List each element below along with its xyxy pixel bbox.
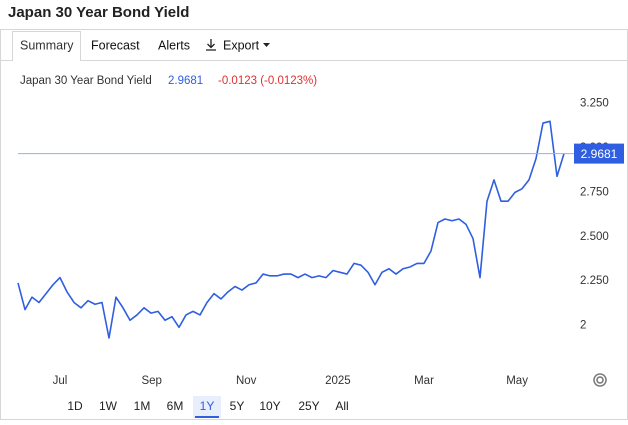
last-price-badge [574,143,624,164]
quote-price: 2.9681 [168,75,203,87]
y-tick-label: 3.250 [580,98,609,110]
y-tick-label: 2 [580,320,586,332]
quote-change: -0.0123 (-0.0123%) [218,75,317,87]
tab[interactable]: Alerts [158,38,190,52]
tab[interactable]: Summary [20,38,74,52]
x-tick-label: Sep [141,375,161,387]
last-price-label: 2.9681 [581,147,618,161]
range-button[interactable]: 1Y [200,399,215,413]
range-button[interactable]: 1D [67,399,83,413]
y-tick-label: 2.750 [580,186,609,198]
dropdown-caret [263,43,270,47]
range-button[interactable]: 6M [167,399,184,413]
quote-name: Japan 30 Year Bond Yield [20,75,152,87]
panel-border [0,29,628,420]
range-button[interactable]: 10Y [259,399,280,413]
y-tick-label: 2.250 [580,275,609,287]
tab[interactable]: Forecast [91,38,140,52]
settings-icon[interactable] [593,373,607,387]
tab[interactable]: Export [223,38,260,52]
y-tick-label: 2.500 [580,231,609,243]
range-button[interactable]: 5Y [230,399,245,413]
range-selected-bg [193,396,221,418]
x-tick-label: Jul [53,375,68,387]
x-tick-label: May [506,375,528,387]
range-button[interactable]: 1W [99,399,118,413]
export-icon [206,39,216,51]
x-tick-label: Mar [414,375,434,387]
range-button[interactable]: 25Y [298,399,319,413]
x-tick-label: Nov [236,375,257,387]
range-button[interactable]: All [335,399,348,413]
page-title: Japan 30 Year Bond Yield [8,4,189,21]
range-button[interactable]: 1M [134,399,151,413]
x-tick-label: 2025 [325,375,351,387]
price-line [17,120,565,339]
